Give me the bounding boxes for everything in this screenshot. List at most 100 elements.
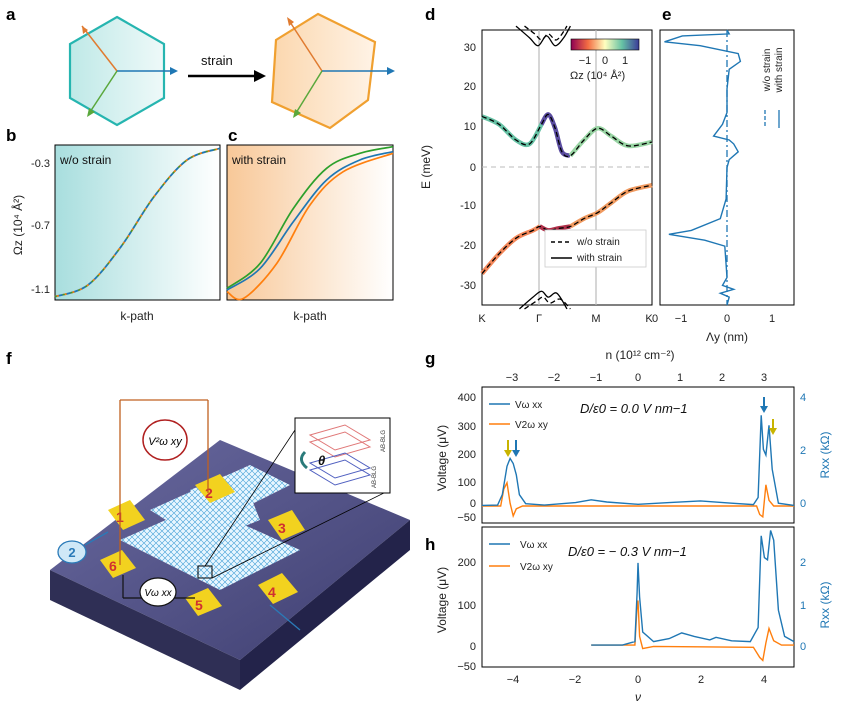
d-ytick-m20: -20 bbox=[460, 240, 476, 252]
panel-g-top-label: n (10¹² cm⁻²) bbox=[606, 348, 675, 362]
arrow-b3 bbox=[295, 70, 323, 114]
h-ytick-m50: −50 bbox=[457, 661, 476, 673]
v2w-label: V²ω xy bbox=[148, 436, 183, 448]
d-legend-with: with strain bbox=[576, 253, 622, 264]
panel-h-curves bbox=[591, 530, 795, 662]
twisted-inset bbox=[294, 417, 391, 494]
d-legend bbox=[544, 229, 647, 268]
theta-label: θ bbox=[318, 453, 325, 468]
panel-h-y2label: Rxx (kΩ) bbox=[818, 582, 832, 629]
device-illustration: 1 2 3 4 5 6 V²ω xy Vω xx 2 θ AB-BLG AB-B… bbox=[50, 399, 410, 690]
b-ytick-1: -0.7 bbox=[31, 220, 50, 232]
panel-h-xlabel: ν bbox=[635, 690, 641, 704]
g-ytick-200: 200 bbox=[458, 449, 476, 461]
e-xtick-m1: −1 bbox=[675, 313, 688, 325]
contact-6-label: 6 bbox=[109, 558, 117, 574]
g-legend-xy: V2ω xy bbox=[515, 420, 548, 431]
contact-6 bbox=[100, 550, 136, 578]
h-xtick-2: 2 bbox=[698, 674, 704, 686]
g-ytick-300: 300 bbox=[458, 421, 476, 433]
arrow-a3 bbox=[89, 70, 118, 113]
d-ytick-20: 20 bbox=[464, 81, 476, 93]
h-legend-xx: Vω xx bbox=[520, 540, 547, 551]
contact-5-label: 5 bbox=[195, 597, 203, 613]
e-xtick-0: 0 bbox=[724, 313, 730, 325]
panel-b-label: b bbox=[6, 126, 16, 145]
graphene-body bbox=[120, 505, 300, 590]
d-xtick-M: M bbox=[591, 313, 600, 325]
panel-b-ylabel: Ωz (10⁴ Å²) bbox=[10, 195, 25, 255]
d-ytick-10: 10 bbox=[464, 121, 476, 133]
panel-d-label: d bbox=[425, 5, 435, 24]
d-remote-top-2 bbox=[524, 25, 568, 41]
panel-g-curves bbox=[481, 415, 795, 519]
panel-d-curves bbox=[480, 25, 653, 310]
e-xtick-1: 1 bbox=[769, 313, 775, 325]
d-yticks: 30 20 10 0 -10 -20 -30 bbox=[460, 42, 476, 292]
h-ytick-0: 0 bbox=[470, 641, 476, 653]
h-curve-xx bbox=[591, 530, 795, 646]
g-toptick-3: 0 bbox=[635, 372, 641, 384]
b-curve-blue bbox=[54, 147, 221, 298]
panel-g-ylabel: Voltage (μV) bbox=[435, 425, 449, 491]
rotation-icon bbox=[300, 450, 308, 470]
d-ytick-m30: -30 bbox=[460, 280, 476, 292]
h-y2tick-0: 0 bbox=[800, 641, 806, 653]
c-curve-green bbox=[226, 145, 394, 290]
g-curve-xx bbox=[481, 415, 795, 507]
c-curve-blue bbox=[226, 150, 394, 291]
cbar-tick-1: 1 bbox=[622, 55, 628, 67]
g-ytick-400: 400 bbox=[458, 392, 476, 404]
panel-b-curves bbox=[54, 147, 221, 298]
e-curve-with-strain bbox=[664, 29, 742, 306]
panel-g-axes bbox=[481, 386, 795, 524]
panel-g-label: g bbox=[425, 349, 435, 368]
panel-e-xlabel: Λy (nm) bbox=[706, 330, 748, 344]
d-ytick-30: 30 bbox=[464, 42, 476, 54]
g-title: D/ε0 = 0.0 V nm−1 bbox=[580, 401, 688, 416]
substrate-side-left bbox=[50, 570, 240, 690]
c-curve-orange bbox=[226, 152, 394, 301]
h-y2tick-2: 2 bbox=[800, 557, 806, 569]
b-ytick-0: -0.3 bbox=[31, 158, 50, 170]
strain-label: strain bbox=[201, 53, 233, 68]
vw-meter bbox=[139, 577, 177, 607]
v2w-meter bbox=[142, 419, 188, 461]
contact-4-label: 4 bbox=[268, 584, 276, 600]
panel-h-label: h bbox=[425, 535, 435, 554]
g-y2tick-0: 0 bbox=[800, 498, 806, 510]
vw-label: Vω xx bbox=[144, 588, 172, 599]
g-toptick-0: −3 bbox=[506, 372, 519, 384]
h-xtick-4: 4 bbox=[761, 674, 767, 686]
colorbar bbox=[570, 38, 640, 51]
g-toptick-2: −1 bbox=[590, 372, 603, 384]
h-ytick-100: 100 bbox=[458, 600, 476, 612]
blg-top-label: AB-BLG bbox=[381, 430, 387, 452]
d-xtick-K: K bbox=[478, 313, 486, 325]
h-title: D/ε0 = − 0.3 V nm−1 bbox=[568, 544, 687, 559]
g-ytick-m50: −50 bbox=[457, 512, 476, 524]
e-xtick-0a: 0 bbox=[652, 313, 658, 325]
contact-5 bbox=[185, 588, 222, 616]
d-xtick-Gamma: Γ bbox=[536, 313, 542, 325]
contact-3-label: 3 bbox=[278, 520, 286, 536]
panel-g-y2label: Rxx (kΩ) bbox=[818, 432, 832, 479]
g-toptick-6: 3 bbox=[761, 372, 767, 384]
g-arrows bbox=[504, 397, 777, 457]
arrow-a1 bbox=[81, 25, 118, 72]
h-xtick-m2: −2 bbox=[569, 674, 582, 686]
d-remote-bot-2 bbox=[524, 296, 571, 310]
contact-2-label: 2 bbox=[205, 485, 213, 501]
b-ytick-2: -1.1 bbox=[31, 284, 50, 296]
panel-b-xlabel: k-path bbox=[120, 309, 153, 323]
panel-a-label: a bbox=[6, 5, 16, 24]
g-y2tick-2: 2 bbox=[800, 445, 806, 457]
cbar-tick-0: 0 bbox=[602, 55, 608, 67]
g-toptick-5: 2 bbox=[719, 372, 725, 384]
contact-4 bbox=[258, 573, 298, 604]
panel-c-xlabel: k-path bbox=[293, 309, 326, 323]
d-ytick-m10: -10 bbox=[460, 200, 476, 212]
panel-c-curves bbox=[226, 145, 394, 301]
h-xtick-m4: −4 bbox=[507, 674, 520, 686]
g-top-ticks: −3 −2 −1 0 1 2 3 bbox=[506, 372, 767, 384]
